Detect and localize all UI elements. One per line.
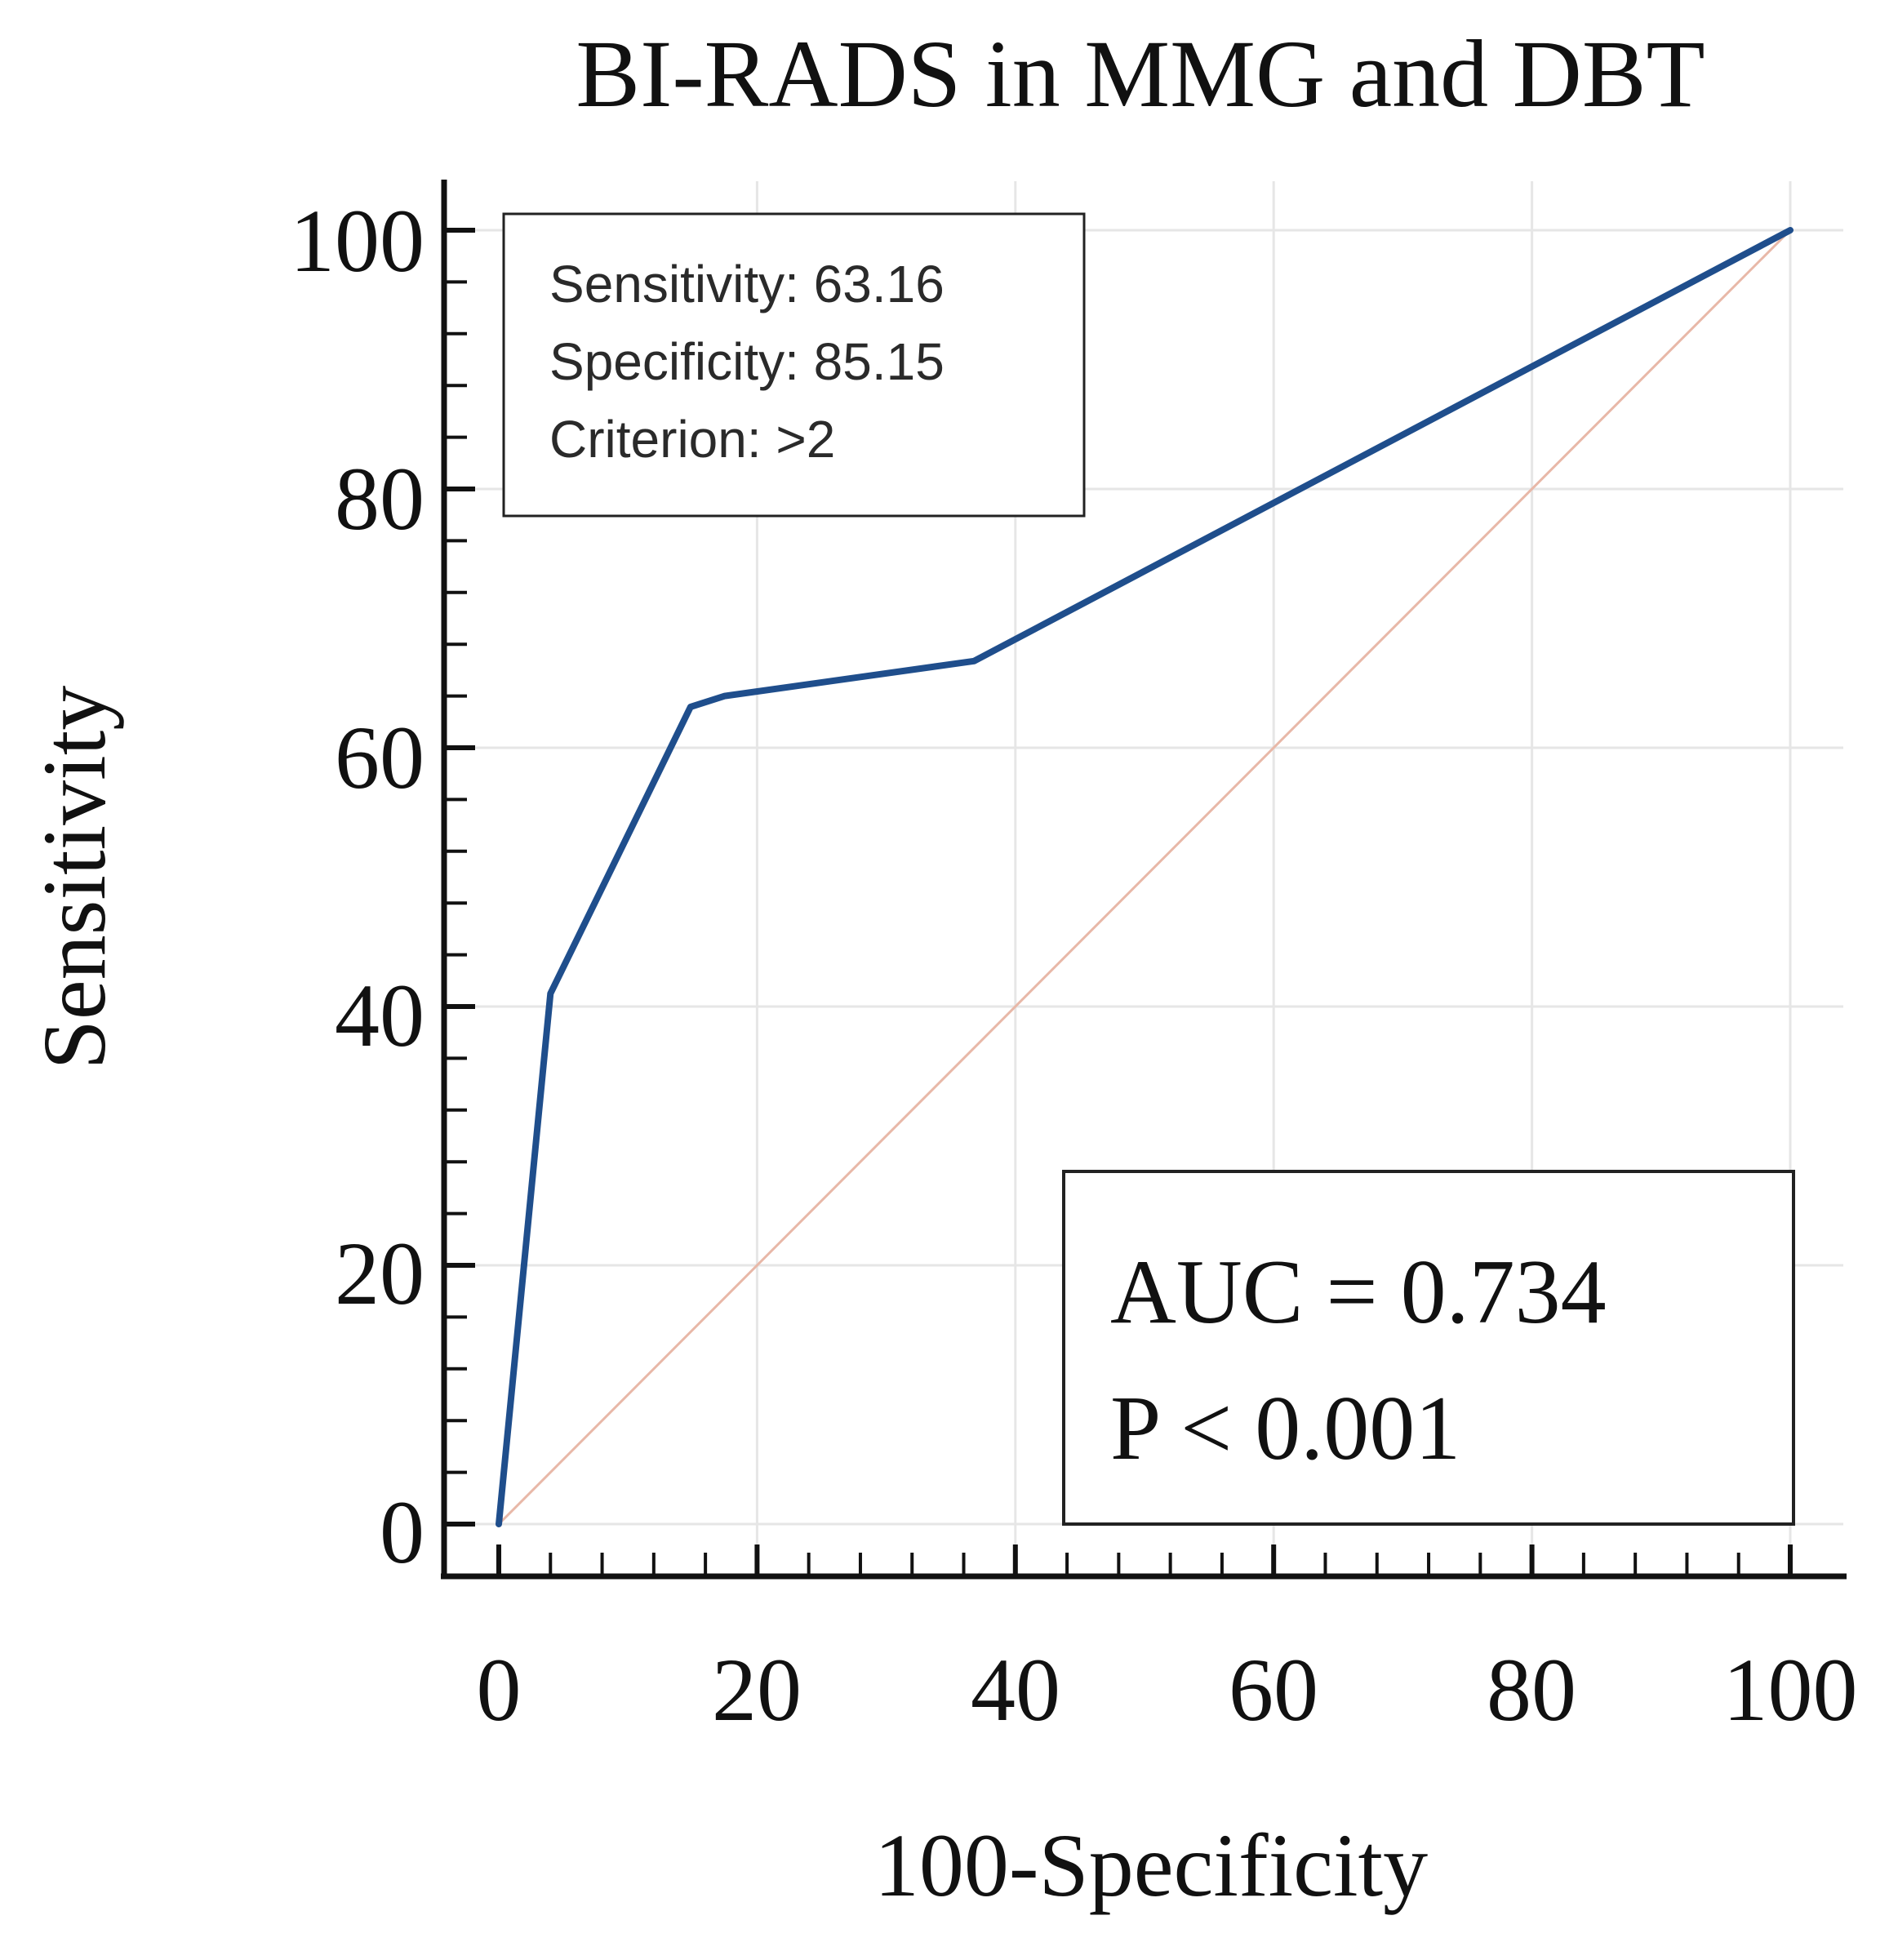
criterion-sensitivity-text: Sensitivity: 63.16 xyxy=(549,255,945,313)
auc-value-text: AUC = 0.734 xyxy=(1110,1242,1607,1343)
roc-curve-line xyxy=(496,227,1794,1527)
criterion-specificity-text: Specificity: 85.15 xyxy=(549,332,945,391)
x-tick-label: 60 xyxy=(1229,1640,1318,1740)
series-layer xyxy=(496,227,1794,1527)
auc-box-frame xyxy=(1062,1170,1795,1526)
p-value-text: P < 0.001 xyxy=(1110,1378,1460,1479)
reference-diagonal-line xyxy=(497,229,1792,1526)
x-tick-label: 80 xyxy=(1487,1640,1576,1740)
auc-box: AUC = 0.734 P < 0.001 xyxy=(1062,1170,1795,1526)
criterion-threshold-text: Criterion: >2 xyxy=(549,410,835,469)
y-tick-label: 0 xyxy=(380,1482,424,1582)
y-tick-labels: 0 20 40 60 80 100 xyxy=(290,191,424,1582)
x-tick-label: 100 xyxy=(1723,1640,1858,1740)
y-tick-label: 40 xyxy=(335,966,424,1065)
x-tick-label: 20 xyxy=(712,1640,802,1740)
x-tick-label: 0 xyxy=(477,1640,522,1740)
axis-ticks xyxy=(444,228,1793,1576)
chart-title: BI-RADS in MMG and DBT xyxy=(576,20,1705,127)
criterion-box-frame xyxy=(502,212,1086,518)
x-tick-labels: 0 20 40 60 80 100 xyxy=(477,1640,1858,1740)
y-tick-label: 60 xyxy=(335,708,424,807)
x-axis-label: 100-Specificity xyxy=(874,1816,1428,1915)
y-tick-label: 20 xyxy=(335,1224,424,1323)
x-tick-label: 40 xyxy=(971,1640,1060,1740)
y-tick-label: 80 xyxy=(335,449,424,549)
y-tick-label: 100 xyxy=(290,191,424,291)
criterion-box: Sensitivity: 63.16 Specificity: 85.15 Cr… xyxy=(502,212,1086,518)
y-axis-label: Sensitivity xyxy=(24,686,124,1070)
